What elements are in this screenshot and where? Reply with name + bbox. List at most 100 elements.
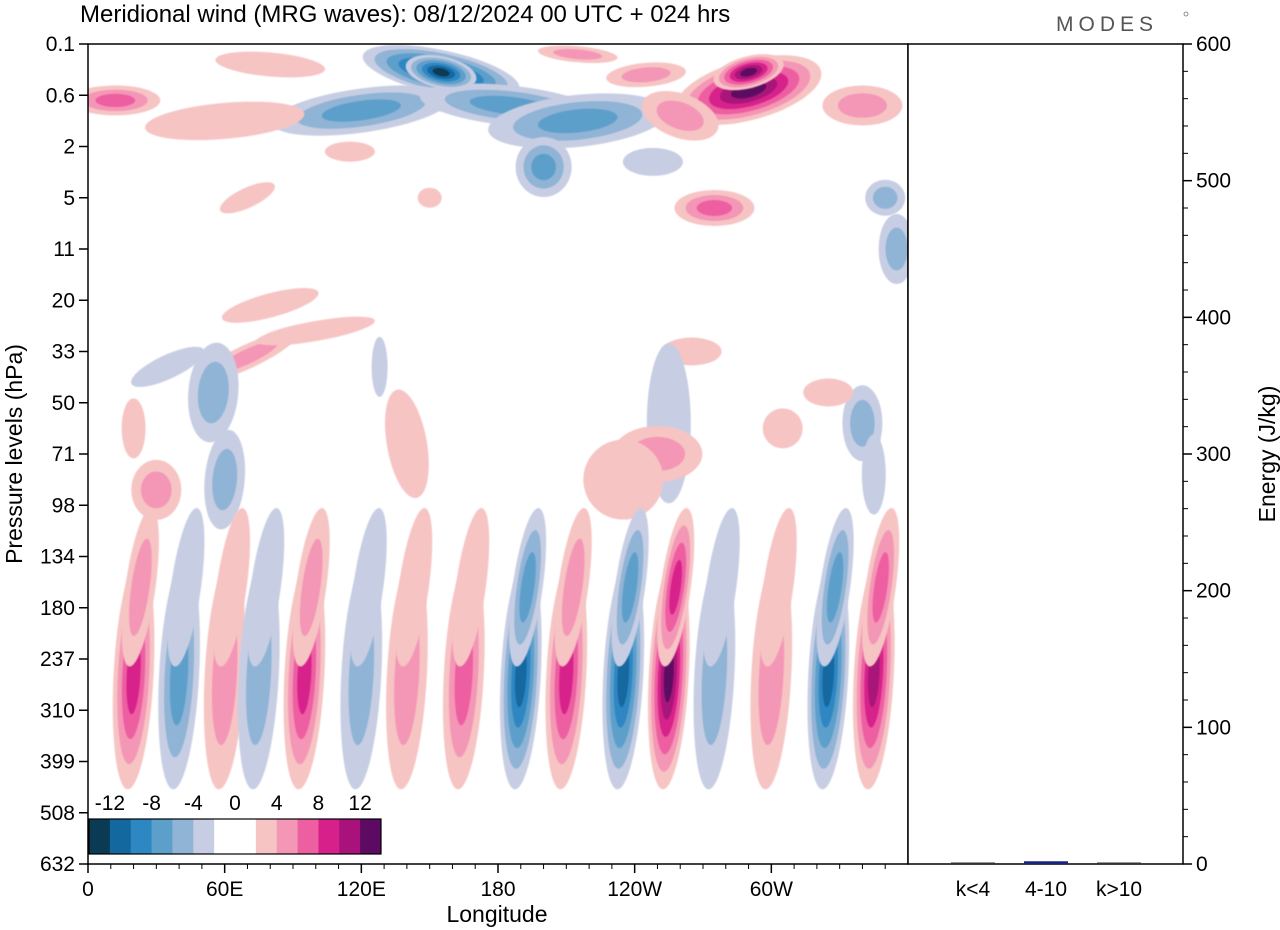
y-tick-label: 399: [40, 751, 75, 774]
contour-band: [740, 67, 758, 77]
energy-panel-frame: [907, 43, 1184, 865]
contour-band: [826, 552, 844, 623]
positive-wind-anomaly: [641, 91, 719, 141]
colorbar-swatch: [297, 819, 319, 854]
contour-band: [395, 508, 433, 667]
contour-band: [561, 538, 585, 637]
y-tick-label: 11: [53, 238, 75, 261]
colorbar-swatch: [151, 819, 173, 854]
contour-band: [324, 141, 375, 162]
contour-band: [803, 378, 854, 407]
energy-axis-label: Energy (J/kg): [1254, 386, 1280, 523]
positive-wind-anomaly: [674, 190, 755, 226]
colorbar-swatch: [276, 819, 298, 854]
y-tick-label: 98: [52, 494, 75, 517]
positive-wind-anomaly: [395, 508, 433, 667]
energy-bar: [1097, 862, 1141, 864]
contour-band: [167, 508, 205, 667]
colorbar-frame: [88, 818, 382, 855]
negative-wind-anomaly: [204, 429, 246, 530]
y-tick-label: 20: [52, 289, 75, 312]
contour-band: [537, 108, 618, 134]
negative-wind-anomaly: [349, 508, 387, 667]
x-tick-label: 60E: [206, 878, 243, 901]
colorbar-swatch: [235, 819, 257, 854]
contour-band: [702, 508, 740, 667]
negative-wind-anomaly: [611, 508, 649, 667]
positive-wind-anomaly: [452, 508, 490, 667]
energy-tick-label: 400: [1196, 306, 1231, 329]
energy-tick-label: 500: [1196, 170, 1231, 193]
pressure-axis: 0.1 0.6 2 5 11 20 33 50 71 98 134 180 237 310 399 508 63…: [40, 33, 88, 876]
colorbar-swatch: [214, 819, 236, 854]
negative-wind-anomaly: [405, 54, 477, 90]
colorbar-swatch: [193, 819, 215, 854]
longitude-axis: 0 60E 120E 180 120W 60W: [82, 864, 886, 901]
contour-band: [385, 389, 429, 499]
contour-band: [583, 439, 664, 520]
colorbar-label: -4: [184, 792, 203, 815]
contour-band: [669, 559, 683, 615]
y-axis-label: Pressure levels (hPa): [1, 344, 27, 564]
negative-wind-anomaly: [272, 85, 451, 136]
contour-band: [696, 200, 733, 216]
colorbar-label: -8: [142, 792, 161, 815]
positive-wind-anomaly: [822, 85, 903, 126]
heatmap-field: [88, 45, 908, 790]
colorbar-swatch: [339, 819, 361, 854]
negative-wind-anomaly: [861, 434, 886, 515]
contour-band: [121, 398, 146, 459]
energy-bar: [951, 862, 995, 864]
contour-band: [759, 508, 797, 667]
contour-band: [256, 316, 375, 346]
x-tick-label: 180: [480, 878, 515, 901]
y-tick-label: 632: [40, 853, 75, 876]
contour-band: [837, 93, 888, 118]
colorbar-label: 8: [313, 792, 325, 815]
positive-wind-anomaly: [221, 288, 319, 323]
positive-wind-anomaly: [657, 508, 695, 667]
contour-band: [621, 67, 671, 83]
energy-tick-label: 0: [1196, 853, 1208, 876]
x-tick-label: 120W: [607, 878, 662, 901]
negative-wind-anomaly: [816, 508, 854, 667]
positive-wind-anomaly: [862, 508, 900, 667]
negative-wind-anomaly: [247, 508, 285, 667]
y-tick-label: 33: [52, 341, 75, 364]
contour-band: [321, 99, 401, 122]
colorbar-swatch: [130, 819, 152, 854]
negative-wind-anomaly: [188, 342, 239, 443]
colorbar: -12 -8 -4 0 4 8 12: [88, 792, 382, 855]
positive-wind-anomaly: [212, 508, 251, 667]
x-tick-label: 60W: [750, 878, 793, 901]
contour-band: [861, 434, 886, 515]
contour-band: [850, 399, 875, 447]
negative-wind-anomaly: [488, 93, 668, 149]
contour-band: [656, 100, 704, 132]
y-tick-label: 0.1: [46, 33, 75, 56]
positive-wind-anomaly: [759, 508, 797, 667]
colorbar-label: 12: [348, 792, 371, 815]
negative-wind-anomaly: [865, 179, 906, 216]
positive-wind-anomaly: [121, 508, 159, 667]
contour-band: [452, 508, 490, 667]
negative-wind-anomaly: [515, 137, 572, 197]
contour-band: [219, 182, 275, 214]
energy-category-label: 4-10: [1025, 878, 1067, 901]
energy-tick-label: 200: [1196, 580, 1231, 603]
energy-tick-label: 300: [1196, 443, 1231, 466]
energy-tick-label: 600: [1196, 33, 1231, 56]
y-tick-label: 50: [52, 392, 75, 415]
colorbar-label: 0: [229, 792, 241, 815]
colorbar-swatch: [109, 819, 132, 854]
contour-band: [553, 48, 603, 60]
y-tick-label: 310: [40, 699, 75, 722]
contour-band: [531, 153, 556, 181]
y-tick-label: 71: [52, 443, 75, 466]
contour-band: [621, 552, 639, 623]
colorbar-swatch: [89, 819, 111, 854]
y-tick-label: 237: [40, 648, 75, 671]
energy-axis: 0 100 200 300 400 500 600: [1183, 33, 1231, 876]
positive-wind-anomaly: [762, 408, 803, 449]
